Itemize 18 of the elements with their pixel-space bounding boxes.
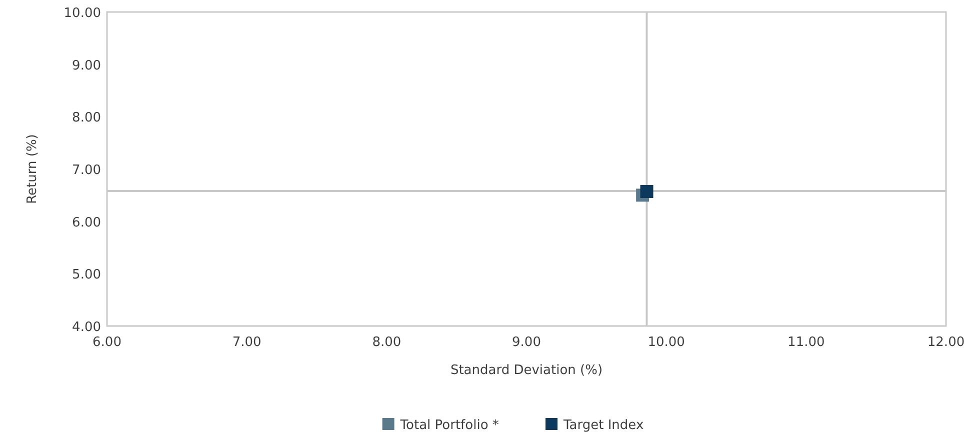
x-tick-label: 7.00 (232, 335, 262, 350)
y-axis-title: Return (%) (25, 134, 40, 204)
x-tick-label: 12.00 (927, 335, 965, 350)
legend-label: Target Index (562, 418, 644, 433)
x-tick-label: 8.00 (372, 335, 402, 350)
y-tick-label: 8.00 (72, 110, 101, 126)
y-tick-label: 5.00 (72, 268, 101, 283)
x-tick-label: 10.00 (648, 335, 685, 350)
legend-label: Total Portfolio * (399, 418, 500, 433)
x-tick-label: 6.00 (92, 335, 122, 350)
y-tick-label: 6.00 (72, 215, 101, 230)
y-tick-label: 9.00 (72, 58, 101, 74)
y-tick-label: 10.00 (64, 6, 101, 21)
x-tick-label: 9.00 (512, 335, 541, 350)
y-tick-label: 7.00 (72, 163, 101, 178)
x-axis-title: Standard Deviation (%) (450, 363, 603, 378)
x-tick-label: 11.00 (788, 335, 825, 350)
y-tick-label: 4.00 (72, 320, 101, 335)
